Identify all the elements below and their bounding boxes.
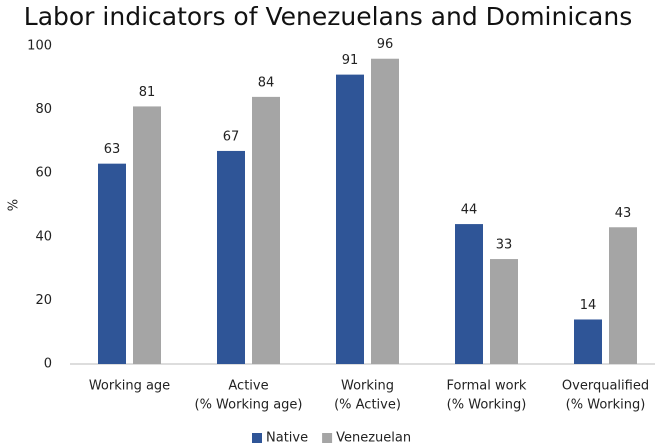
y-tick-label: 20: [35, 293, 52, 308]
bar: [217, 150, 245, 364]
x-tick-label: (% Active): [334, 398, 401, 413]
value-label: 43: [615, 206, 632, 221]
bar: [574, 319, 602, 364]
bar: [252, 96, 280, 364]
x-tick-label: Working age: [89, 379, 170, 394]
x-tick-label: (% Working age): [195, 398, 303, 413]
value-label: 81: [139, 85, 156, 100]
legend-label: Native: [266, 431, 308, 446]
bar: [455, 224, 483, 364]
legend-label: Venezuelan: [336, 431, 411, 446]
value-label: 84: [258, 75, 275, 90]
x-tick-label: (% Working): [566, 398, 646, 413]
bar: [609, 227, 637, 364]
value-label: 96: [377, 37, 394, 52]
x-tick-label: Formal work: [447, 379, 527, 394]
x-tick-label: (% Working): [447, 398, 527, 413]
legend-swatch: [252, 433, 262, 443]
bar: [98, 163, 126, 364]
value-label: 14: [580, 298, 597, 313]
y-tick-label: 100: [27, 39, 52, 54]
chart-title: Labor indicators of Venezuelans and Domi…: [24, 2, 632, 31]
bar: [133, 106, 161, 365]
x-tick-label: Working: [341, 379, 394, 394]
y-tick-label: 0: [44, 357, 52, 372]
x-tick-label: Overqualified: [562, 379, 649, 394]
y-tick-label: 40: [35, 229, 52, 244]
bar: [490, 259, 518, 364]
y-tick-label: 60: [35, 166, 52, 181]
y-axis-label: %: [7, 199, 22, 211]
value-label: 67: [223, 129, 240, 144]
bar: [336, 74, 364, 365]
value-label: 33: [496, 238, 513, 253]
value-label: 63: [104, 142, 121, 157]
value-label: 44: [461, 203, 478, 218]
x-tick-label: Active: [228, 379, 268, 394]
legend-swatch: [322, 433, 333, 443]
bar: [371, 58, 399, 364]
value-label: 91: [342, 53, 359, 68]
y-tick-label: 80: [35, 102, 52, 117]
